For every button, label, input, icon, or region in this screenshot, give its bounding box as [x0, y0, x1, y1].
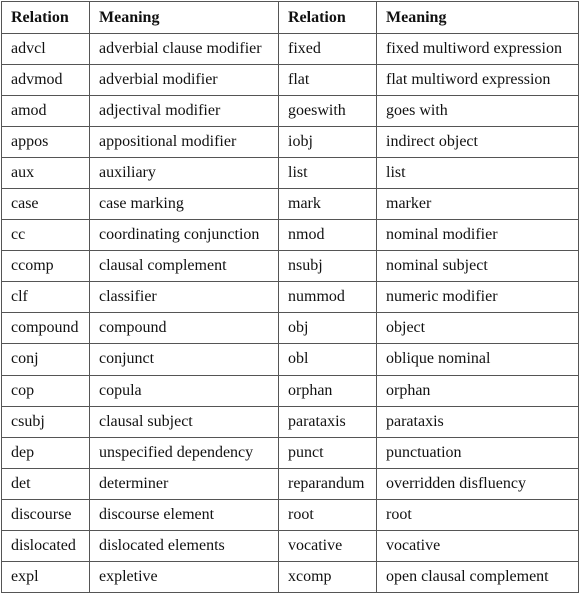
table-body: advcl adverbial clause modifier fixed fixed…: [1, 32, 579, 594]
meaning-right-cell: punctuation: [376, 436, 579, 469]
table-row: compound compound obj object: [1, 312, 579, 345]
relation-right-cell: flat: [278, 64, 377, 97]
table-row: cop copula orphan orphan: [1, 374, 579, 407]
meaning-left-cell: classifier: [89, 281, 279, 314]
meaning-right-cell: root: [376, 498, 579, 531]
relation-right-cell: mark: [278, 188, 377, 221]
meaning-left-cell: unspecified dependency: [89, 436, 279, 469]
meaning-left-cell: auxiliary: [89, 157, 279, 190]
header-row: Relation Meaning Relation Meaning: [1, 1, 579, 34]
table-row: aux auxiliary list list: [1, 157, 579, 190]
relation-right-cell: xcomp: [278, 560, 377, 594]
table-row: advmod adverbial modifier flat flat multiwo…: [1, 64, 579, 97]
meaning-left-cell: copula: [89, 374, 279, 407]
relation-right-cell: reparandum: [278, 467, 377, 500]
meaning-right-cell: list: [376, 157, 579, 190]
meaning-right-cell: goes with: [376, 95, 579, 128]
meaning-right-cell: open clausal complement: [376, 560, 579, 594]
meaning-left-cell: compound: [89, 312, 279, 345]
relation-right-cell: vocative: [278, 529, 377, 562]
meaning-right-cell: indirect object: [376, 126, 579, 159]
table-row: case case marking mark marker: [1, 188, 579, 221]
relation-right-cell: parataxis: [278, 405, 377, 438]
relation-left-cell: amod: [1, 95, 90, 128]
meaning-right-cell: marker: [376, 188, 579, 221]
relation-right-cell: list: [278, 157, 377, 190]
relation-left-cell: cc: [1, 219, 90, 252]
relation-right-cell: nsubj: [278, 250, 377, 283]
relation-left-cell: advmod: [1, 64, 90, 97]
relation-left-cell: dep: [1, 436, 90, 469]
meaning-left-cell: adverbial modifier: [89, 64, 279, 97]
meaning-left-cell: coordinating conjunction: [89, 219, 279, 252]
relation-left-cell: conj: [1, 343, 90, 376]
relation-left-cell: ccomp: [1, 250, 90, 283]
header-relation-left: Relation: [1, 1, 90, 34]
relation-right-cell: orphan: [278, 374, 377, 407]
meaning-left-cell: case marking: [89, 188, 279, 221]
relation-right-cell: goeswith: [278, 95, 377, 128]
relation-left-cell: appos: [1, 126, 90, 159]
meaning-right-cell: object: [376, 312, 579, 345]
relation-left-cell: csubj: [1, 405, 90, 438]
meaning-right-cell: fixed multiword expression: [376, 32, 579, 66]
meaning-right-cell: nominal subject: [376, 250, 579, 283]
relation-left-cell: det: [1, 467, 90, 500]
relation-left-cell: dislocated: [1, 529, 90, 562]
relation-left-cell: expl: [1, 560, 90, 594]
meaning-left-cell: adverbial clause modifier: [89, 32, 279, 66]
table-row: conj conjunct obl oblique nominal: [1, 343, 579, 376]
relation-right-cell: iobj: [278, 126, 377, 159]
meaning-right-cell: parataxis: [376, 405, 579, 438]
relation-left-cell: discourse: [1, 498, 90, 531]
meaning-right-cell: vocative: [376, 529, 579, 562]
table-row: clf classifier nummod numeric modifier: [1, 281, 579, 314]
header-meaning-left: Meaning: [89, 1, 279, 34]
meaning-left-cell: conjunct: [89, 343, 279, 376]
meaning-left-cell: clausal complement: [89, 250, 279, 283]
relation-left-cell: advcl: [1, 32, 90, 66]
meaning-right-cell: orphan: [376, 374, 579, 407]
meaning-right-cell: numeric modifier: [376, 281, 579, 314]
table-row: det determiner reparandum overridden disflu…: [1, 467, 579, 500]
relation-right-cell: root: [278, 498, 377, 531]
relation-right-cell: obl: [278, 343, 377, 376]
relation-right-cell: nummod: [278, 281, 377, 314]
meaning-right-cell: overridden disfluency: [376, 467, 579, 500]
relation-left-cell: cop: [1, 374, 90, 407]
meaning-left-cell: dislocated elements: [89, 529, 279, 562]
table-row: csubj clausal subject parataxis parataxis: [1, 405, 579, 438]
table-row: advcl adverbial clause modifier fixed fixed…: [1, 32, 579, 66]
meaning-left-cell: adjectival modifier: [89, 95, 279, 128]
meaning-right-cell: flat multiword expression: [376, 64, 579, 97]
meaning-right-cell: nominal modifier: [376, 219, 579, 252]
table-row: discourse discourse element root root: [1, 498, 579, 531]
meaning-left-cell: expletive: [89, 560, 279, 594]
table-row: dep unspecified dependency punct punctuatio…: [1, 436, 579, 469]
table-row: amod adjectival modifier goeswith goes with: [1, 95, 579, 128]
relation-right-cell: nmod: [278, 219, 377, 252]
meaning-left-cell: discourse element: [89, 498, 279, 531]
header-relation-right: Relation: [278, 1, 377, 34]
table-row: ccomp clausal complement nsubj nominal subj…: [1, 250, 579, 283]
meaning-right-cell: oblique nominal: [376, 343, 579, 376]
header-meaning-right: Meaning: [376, 1, 579, 34]
relation-left-cell: aux: [1, 157, 90, 190]
table-row: dislocated dislocated elements vocative voc…: [1, 529, 579, 562]
meaning-left-cell: appositional modifier: [89, 126, 279, 159]
table-row: appos appositional modifier iobj indirect o…: [1, 126, 579, 159]
relation-left-cell: case: [1, 188, 90, 221]
relation-right-cell: obj: [278, 312, 377, 345]
relation-right-cell: punct: [278, 436, 377, 469]
relation-left-cell: compound: [1, 312, 90, 345]
meaning-left-cell: clausal subject: [89, 405, 279, 438]
relation-left-cell: clf: [1, 281, 90, 314]
table-row: cc coordinating conjunction nmod nominal mo…: [1, 219, 579, 252]
table-row: expl expletive xcomp open clausal complemen…: [1, 560, 579, 594]
relation-right-cell: fixed: [278, 32, 377, 66]
meaning-left-cell: determiner: [89, 467, 279, 500]
